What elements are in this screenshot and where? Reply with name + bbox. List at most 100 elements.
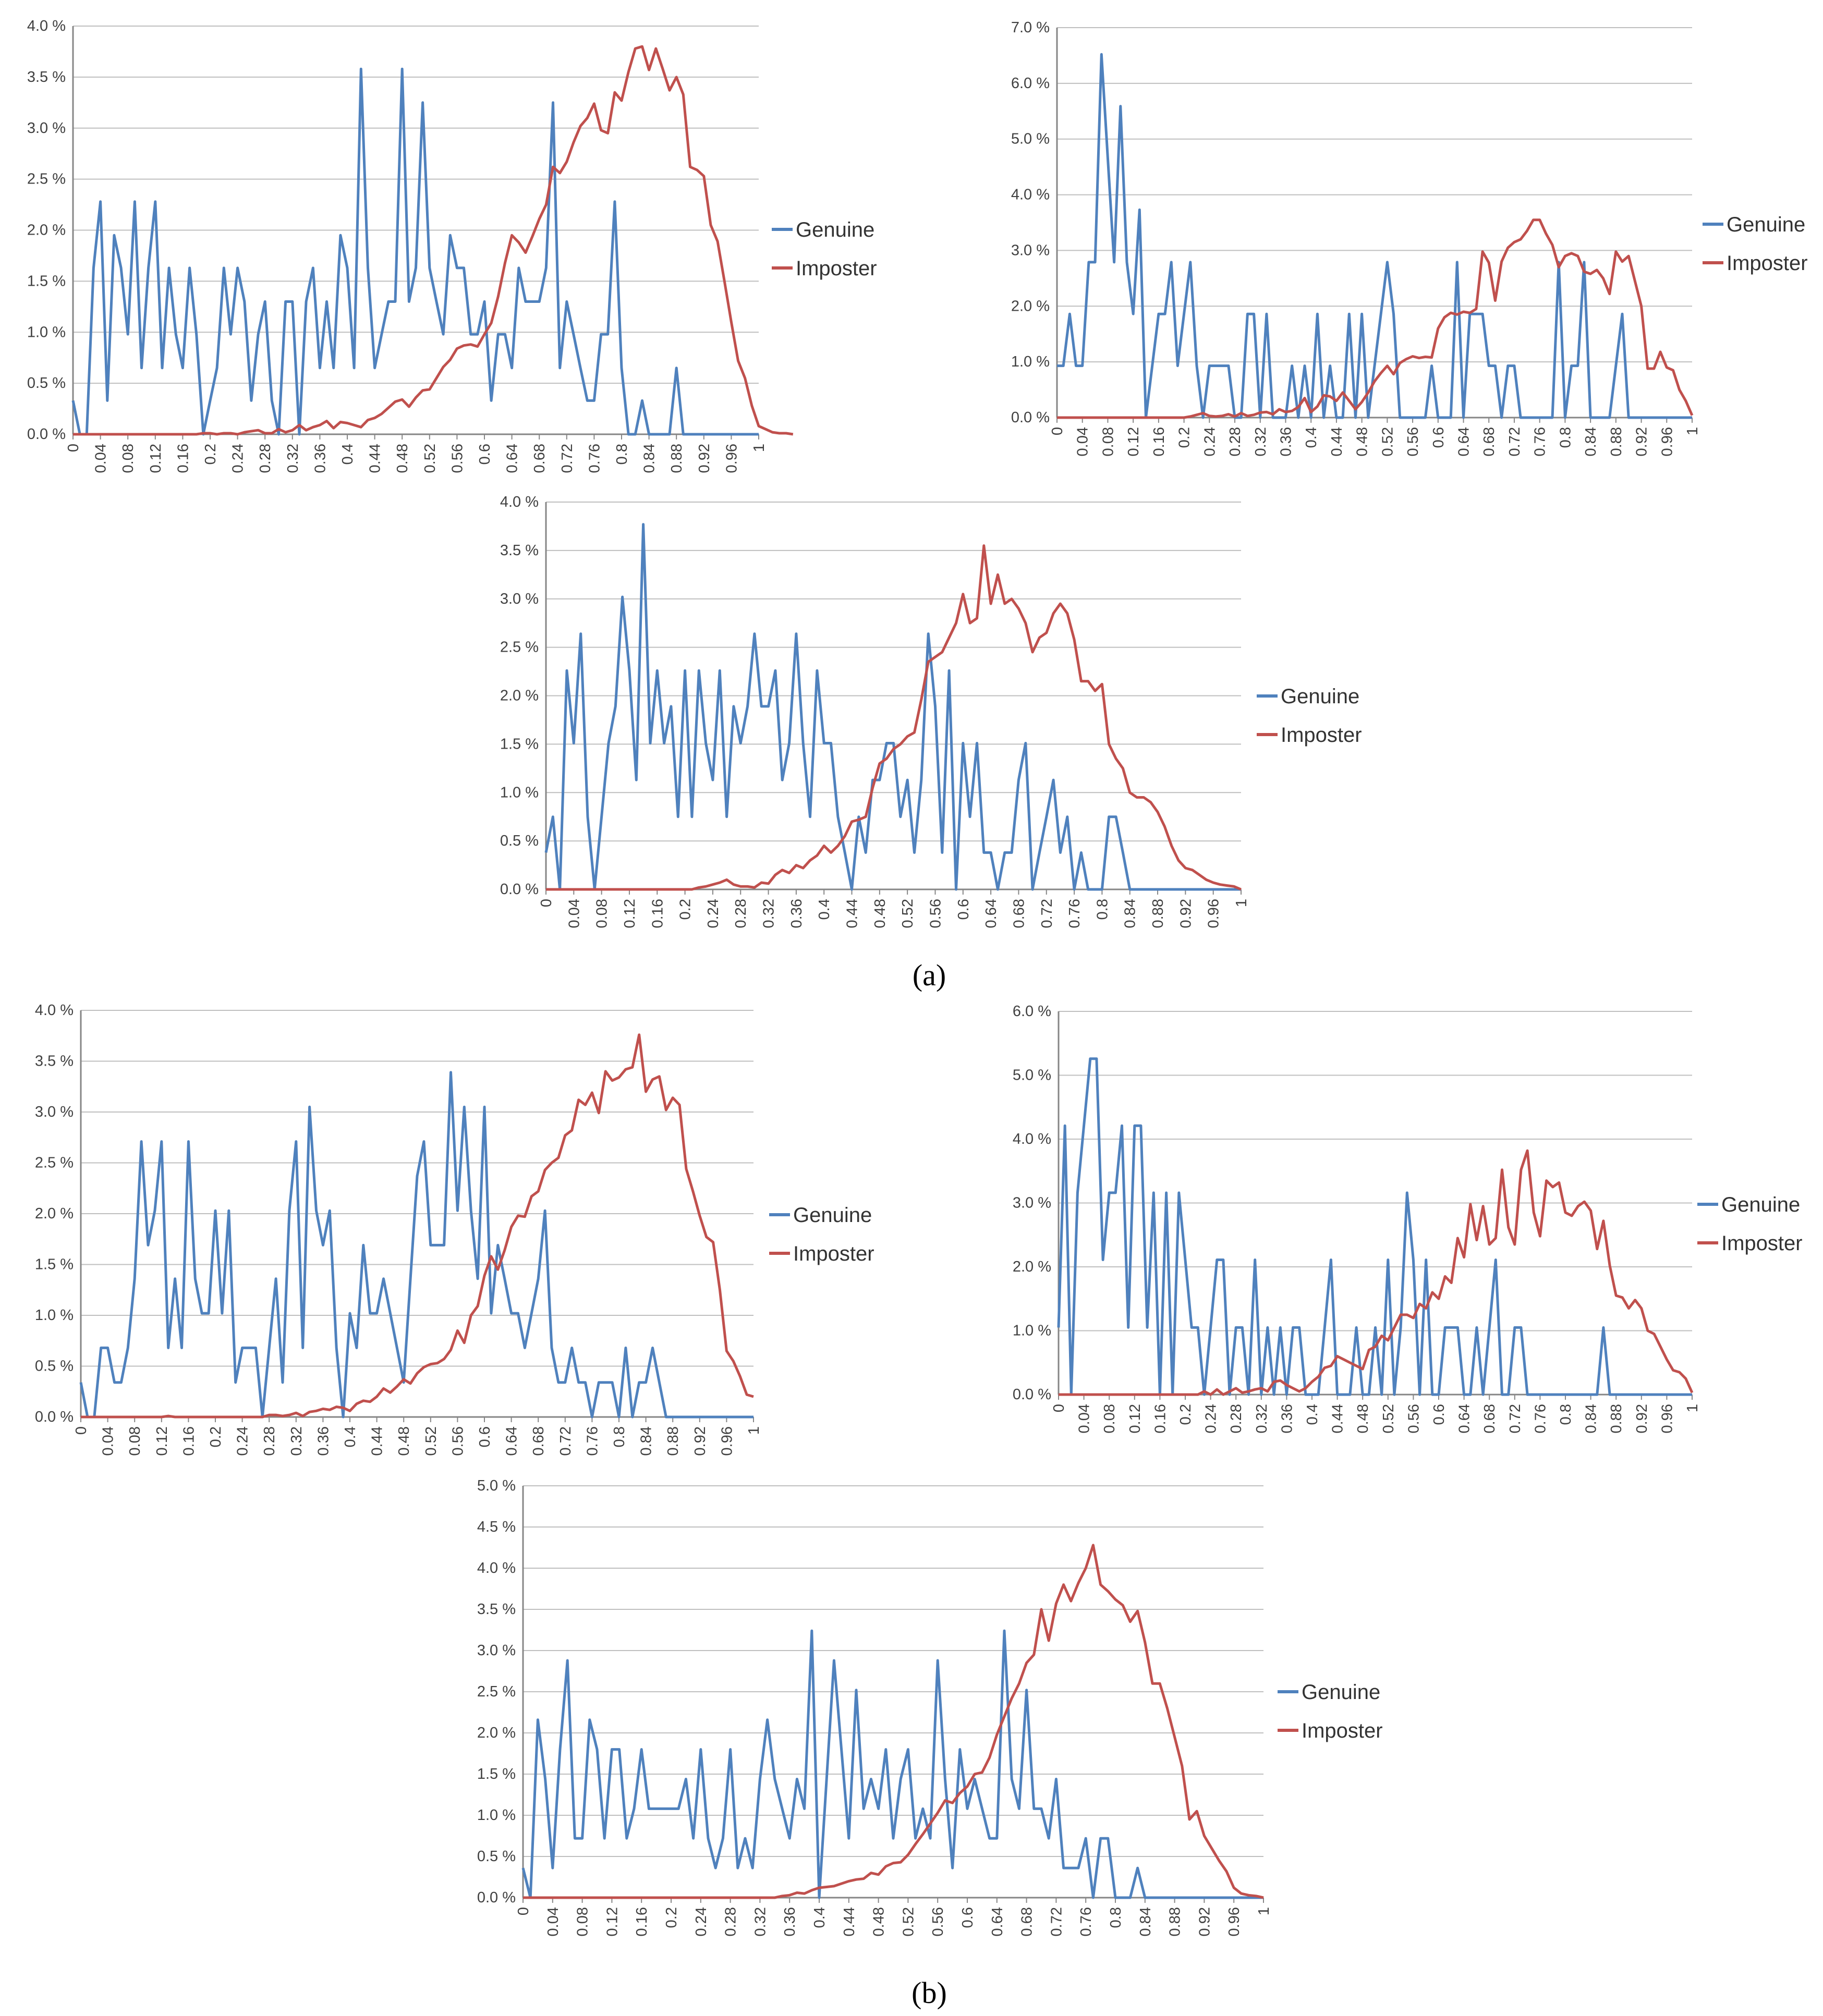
x-tick-label: 0.6	[959, 1907, 976, 1928]
x-tick-label: 0.12	[622, 899, 638, 928]
y-tick-label: 0.0 %	[500, 881, 539, 898]
y-tick-label: 5.0 %	[1011, 131, 1050, 148]
x-tick-label: 0.08	[1101, 1404, 1118, 1433]
x-tick-label: 0.92	[696, 444, 713, 473]
x-tick-label: 0.8	[611, 1426, 628, 1447]
y-tick-label: 0.5 %	[27, 375, 66, 392]
caption-a: (a)	[913, 958, 946, 992]
x-tick-label: 0.32	[285, 444, 301, 473]
y-tick-label: 1.5 %	[500, 736, 539, 752]
x-tick-label: 0.56	[449, 444, 466, 473]
x-tick-label: 0.56	[927, 899, 944, 928]
x-tick-label: 0.2	[208, 1426, 224, 1447]
x-tick-label: 0.24	[235, 1426, 251, 1456]
legend-label-imposter: Imposter	[1721, 1232, 1803, 1255]
x-tick-label: 0.8	[1557, 427, 1574, 448]
x-tick-label: 0.8	[1094, 899, 1111, 920]
x-tick-label: 0.56	[930, 1907, 946, 1936]
y-tick-label: 3.0 %	[1013, 1195, 1051, 1212]
x-tick-label: 0.96	[1226, 1907, 1243, 1936]
y-tick-label: 5.0 %	[477, 1477, 516, 1494]
x-tick-label: 0.8	[1108, 1907, 1124, 1928]
x-tick-label: 0.48	[871, 1907, 888, 1936]
series-line-imposter	[1059, 1149, 1694, 1396]
x-tick-label: 0	[515, 1907, 532, 1915]
x-tick-label: 1	[1233, 899, 1250, 907]
x-tick-label: 1	[746, 1426, 762, 1435]
x-tick-label: 0.52	[1379, 427, 1396, 456]
x-tick-label: 0.16	[649, 899, 666, 928]
x-tick-label: 0.48	[1355, 1404, 1371, 1433]
y-tick-label: 3.0 %	[477, 1642, 516, 1659]
x-tick-label: 1	[751, 444, 768, 452]
x-tick-label: 0.68	[1019, 1907, 1036, 1936]
x-tick-label: 0.4	[811, 1907, 828, 1928]
x-tick-label: 0.84	[641, 444, 658, 473]
x-tick-label: 0.16	[634, 1907, 650, 1936]
x-tick-label: 0.2	[1177, 1404, 1194, 1425]
y-tick-label: 1.5 %	[477, 1766, 516, 1782]
x-tick-label: 0.76	[586, 444, 603, 473]
series-line-genuine	[1057, 1057, 1692, 1396]
x-tick-label: 0.68	[1481, 427, 1498, 456]
x-tick-label: 0.68	[531, 444, 548, 473]
x-tick-label: 0.04	[566, 899, 582, 928]
x-tick-label: 0.64	[983, 899, 1000, 928]
x-tick-label: 0.72	[1039, 899, 1055, 928]
x-tick-label: 0.4	[342, 1426, 359, 1447]
x-tick-label: 0.08	[1100, 427, 1116, 456]
y-tick-label: 1.5 %	[27, 273, 66, 289]
x-tick-label: 0.04	[100, 1426, 117, 1456]
x-tick-label: 0.12	[1127, 1404, 1144, 1433]
x-tick-label: 0.72	[557, 1426, 574, 1456]
x-tick-label: 0.12	[154, 1426, 171, 1456]
y-tick-label: 3.0 %	[1011, 242, 1050, 259]
x-tick-label: 0.04	[1075, 427, 1091, 456]
y-tick-label: 7.0 %	[1011, 19, 1050, 36]
x-tick-label: 0	[538, 899, 555, 907]
x-tick-label: 0.32	[1253, 427, 1269, 456]
x-tick-label: 0.44	[841, 1907, 858, 1936]
y-tick-label: 0.5 %	[477, 1848, 516, 1865]
legend-label-genuine: Genuine	[793, 1204, 872, 1227]
x-tick-label: 0.48	[872, 899, 889, 928]
x-tick-label: 0.92	[1196, 1907, 1213, 1936]
x-tick-label: 0.6	[1431, 1404, 1448, 1425]
x-tick-label: 0.52	[900, 1907, 917, 1936]
x-tick-label: 0.36	[1279, 1404, 1295, 1433]
y-tick-label: 3.0 %	[500, 591, 539, 607]
series-line-genuine	[521, 1629, 1263, 1899]
y-tick-label: 4.5 %	[477, 1519, 516, 1535]
x-tick-label: 0.96	[723, 444, 740, 473]
x-tick-label: 0.24	[230, 444, 247, 473]
y-tick-label: 3.0 %	[35, 1104, 74, 1120]
x-tick-label: 0.12	[1125, 427, 1142, 456]
x-tick-label: 0.28	[257, 444, 274, 473]
x-tick-label: 0.24	[705, 899, 722, 928]
series-line-imposter	[1057, 218, 1694, 419]
chart-b-top-right: 0.0 % 1.0 % 2.0 % 3.0 % 4.0 % 5.0 % 6.0 % 0 0.04…	[1013, 1003, 1803, 1433]
x-tick-label: 0.24	[1201, 427, 1218, 456]
x-tick-label: 0.92	[692, 1426, 709, 1456]
x-tick-label: 0.64	[504, 1426, 520, 1456]
x-tick-label: 0.04	[1076, 1404, 1093, 1433]
series-line-genuine	[71, 67, 759, 436]
x-tick-label: 0.88	[1167, 1907, 1184, 1936]
y-tick-label: 1.0 %	[27, 324, 66, 340]
x-tick-label: 0.6	[477, 1426, 493, 1447]
x-tick-label: 0.92	[1634, 1404, 1650, 1433]
y-tick-label: 1.0 %	[1011, 353, 1050, 370]
x-tick-label: 0.84	[1137, 1907, 1154, 1936]
x-tick-label: 0.36	[315, 1426, 332, 1456]
legend-label-genuine: Genuine	[1281, 685, 1359, 708]
y-tick-label: 3.0 %	[27, 120, 66, 137]
x-tick-label: 0.08	[594, 899, 611, 928]
x-tick-label: 0.64	[1456, 427, 1473, 456]
x-tick-label: 0.84	[1122, 899, 1139, 928]
x-tick-label: 0.52	[422, 444, 439, 473]
x-tick-label: 0.36	[788, 899, 805, 928]
x-tick-label: 0.6	[477, 444, 493, 465]
y-tick-label: 2.0 %	[35, 1205, 74, 1222]
x-tick-label: 0.56	[1405, 1404, 1422, 1433]
legend-label-imposter: Imposter	[796, 257, 877, 280]
